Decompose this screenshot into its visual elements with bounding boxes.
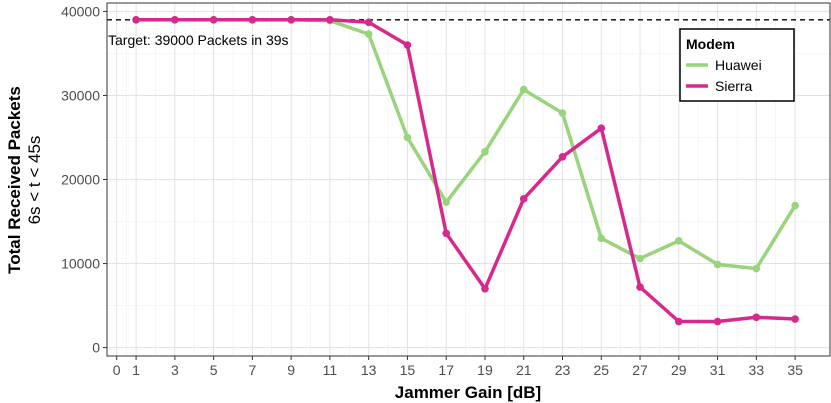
data-point bbox=[326, 16, 334, 24]
x-tick-label: 21 bbox=[516, 362, 532, 378]
data-point bbox=[132, 16, 140, 24]
major-gridlines bbox=[107, 3, 830, 356]
x-tick-label: 27 bbox=[632, 362, 648, 378]
x-tick-label: 15 bbox=[400, 362, 416, 378]
data-point bbox=[752, 313, 761, 322]
x-tick-label: 7 bbox=[248, 362, 256, 378]
data-point bbox=[209, 16, 218, 24]
data-point bbox=[597, 124, 606, 133]
target-annotation: Target: 39000 Packets in 39s bbox=[108, 32, 289, 48]
data-point bbox=[636, 283, 644, 291]
data-point bbox=[636, 254, 644, 263]
legend-items: Huawei Sierra bbox=[686, 57, 762, 94]
x-tick-label: 33 bbox=[749, 362, 765, 378]
y-tick-label: 30000 bbox=[61, 87, 100, 103]
data-point bbox=[558, 109, 567, 117]
x-tick-label: 13 bbox=[361, 362, 377, 378]
data-point bbox=[364, 30, 373, 38]
x-tick-label: 31 bbox=[710, 362, 726, 378]
y-tick-label: 0 bbox=[92, 340, 100, 356]
x-axis-title: Jammer Gain [dB] bbox=[395, 383, 541, 402]
x-tick-label: 29 bbox=[671, 362, 687, 378]
x-tick-label: 9 bbox=[287, 362, 295, 378]
series-sierra bbox=[132, 16, 799, 326]
data-point bbox=[171, 16, 179, 24]
data-point bbox=[442, 229, 451, 238]
y-tick-label: 10000 bbox=[61, 256, 100, 272]
y-axis: 0 10000 20000 30000 40000 bbox=[61, 3, 107, 356]
data-point bbox=[481, 147, 489, 156]
data-point bbox=[287, 16, 295, 24]
legend-label: Huawei bbox=[715, 57, 762, 73]
data-point bbox=[713, 260, 722, 269]
x-tick-label: 3 bbox=[171, 362, 179, 378]
data-point bbox=[442, 198, 451, 206]
x-axis: 0 1 3 5 7 9 11 13 15 17 19 21 23 25 27 29 31 33 35 bbox=[113, 356, 803, 378]
legend: Modem Huawei Sierra bbox=[679, 28, 795, 102]
y-axis-title: Total Received Packets bbox=[5, 86, 24, 274]
data-point bbox=[597, 234, 606, 243]
x-tick-label: 19 bbox=[477, 362, 493, 378]
legend-title: Modem bbox=[686, 36, 735, 52]
data-point bbox=[675, 237, 683, 245]
x-tick-label: 23 bbox=[555, 362, 571, 378]
data-point bbox=[248, 16, 257, 24]
legend-label: Sierra bbox=[715, 78, 753, 94]
data-point bbox=[713, 317, 722, 326]
data-point bbox=[675, 317, 683, 326]
data-point bbox=[364, 18, 373, 27]
data-point bbox=[403, 41, 412, 49]
legend-item-sierra: Sierra bbox=[686, 78, 753, 94]
data-point bbox=[791, 315, 799, 323]
x-tick-label: 35 bbox=[787, 362, 803, 378]
x-tick-label: 11 bbox=[323, 362, 338, 378]
series-line-sierra bbox=[134, 18, 797, 324]
series-layer bbox=[132, 16, 799, 326]
y-tick-label: 40000 bbox=[61, 3, 100, 19]
data-point bbox=[791, 201, 799, 210]
x-tick-label: 1 bbox=[132, 362, 140, 378]
data-point bbox=[519, 195, 528, 203]
x-tick-label: 25 bbox=[593, 362, 609, 378]
data-point bbox=[403, 133, 412, 142]
data-point bbox=[519, 85, 528, 94]
x-tick-label: 5 bbox=[210, 362, 218, 378]
data-point bbox=[558, 153, 567, 161]
data-point bbox=[481, 284, 489, 293]
y-axis-subtitle: 6s < t < 45s bbox=[25, 136, 44, 225]
x-tick-label: 17 bbox=[438, 362, 454, 378]
x-tick-label: 0 bbox=[113, 362, 121, 378]
data-point bbox=[752, 264, 761, 273]
legend-item-huawei: Huawei bbox=[686, 57, 762, 73]
y-tick-label: 20000 bbox=[61, 172, 100, 188]
